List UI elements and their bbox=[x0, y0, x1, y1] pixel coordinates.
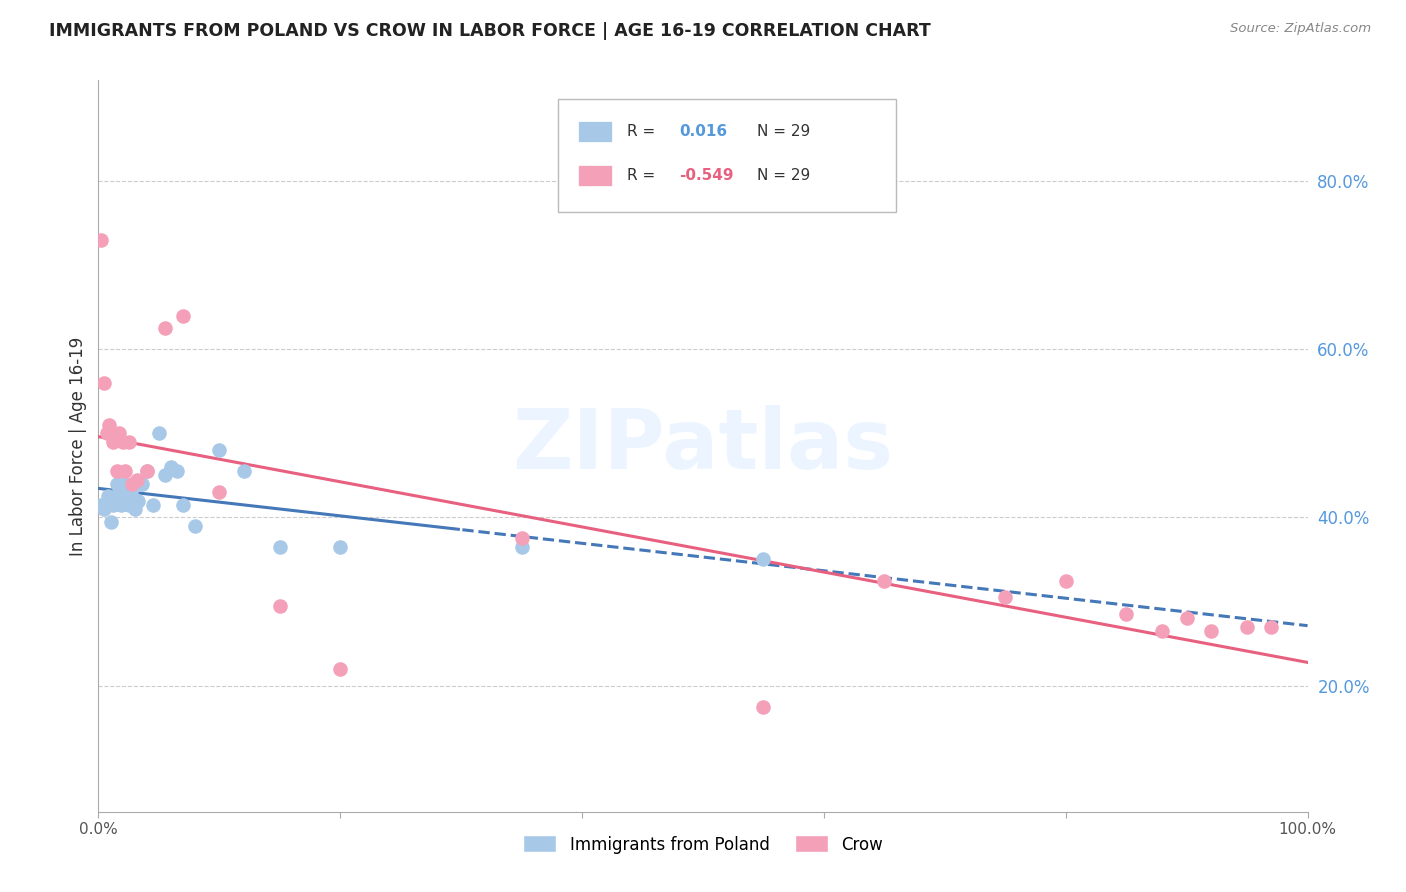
Legend: Immigrants from Poland, Crow: Immigrants from Poland, Crow bbox=[515, 827, 891, 862]
Text: N = 29: N = 29 bbox=[758, 124, 811, 139]
Point bbox=[100, 515, 122, 529]
FancyBboxPatch shape bbox=[558, 99, 897, 212]
Point bbox=[1115, 607, 1137, 622]
Point bbox=[752, 699, 775, 714]
Point bbox=[1175, 611, 1198, 625]
Point bbox=[135, 464, 157, 478]
Bar bbox=[578, 165, 613, 186]
Point bbox=[115, 493, 138, 508]
Point bbox=[142, 498, 165, 512]
Point bbox=[329, 540, 352, 554]
Point bbox=[108, 485, 131, 500]
Point bbox=[118, 498, 141, 512]
Point bbox=[118, 434, 141, 449]
Point bbox=[208, 443, 231, 458]
Point bbox=[329, 662, 352, 676]
Point bbox=[121, 476, 143, 491]
Point bbox=[166, 464, 188, 478]
Point bbox=[1152, 624, 1174, 638]
Text: Source: ZipAtlas.com: Source: ZipAtlas.com bbox=[1230, 22, 1371, 36]
Point bbox=[101, 498, 124, 512]
Point bbox=[135, 464, 157, 478]
Point bbox=[752, 552, 775, 566]
Point bbox=[98, 417, 121, 432]
Point bbox=[510, 532, 533, 546]
Point bbox=[232, 464, 254, 478]
Text: IMMIGRANTS FROM POLAND VS CROW IN LABOR FORCE | AGE 16-19 CORRELATION CHART: IMMIGRANTS FROM POLAND VS CROW IN LABOR … bbox=[49, 22, 931, 40]
Point bbox=[110, 498, 132, 512]
Point bbox=[160, 460, 183, 475]
Point bbox=[124, 502, 146, 516]
Point bbox=[269, 540, 291, 554]
Text: R =: R = bbox=[627, 168, 659, 183]
Point bbox=[112, 476, 135, 491]
Point bbox=[111, 434, 134, 449]
Point bbox=[208, 485, 231, 500]
Point bbox=[96, 426, 118, 441]
Point bbox=[93, 376, 115, 390]
Point bbox=[93, 502, 115, 516]
Point bbox=[127, 473, 149, 487]
Point bbox=[1260, 620, 1282, 634]
Point bbox=[127, 493, 149, 508]
Point bbox=[108, 426, 131, 441]
Point bbox=[269, 599, 291, 613]
Point bbox=[131, 476, 153, 491]
Text: -0.549: -0.549 bbox=[679, 168, 734, 183]
Text: 0.016: 0.016 bbox=[679, 124, 727, 139]
Text: N = 29: N = 29 bbox=[758, 168, 811, 183]
Point bbox=[1236, 620, 1258, 634]
Point bbox=[172, 498, 194, 512]
Point bbox=[97, 490, 120, 504]
Point bbox=[153, 321, 176, 335]
Point bbox=[101, 434, 124, 449]
Point bbox=[148, 426, 170, 441]
Point bbox=[90, 498, 112, 512]
Y-axis label: In Labor Force | Age 16-19: In Labor Force | Age 16-19 bbox=[69, 336, 87, 556]
Point bbox=[90, 233, 112, 247]
Point bbox=[873, 574, 896, 588]
Point bbox=[114, 464, 136, 478]
Point bbox=[1199, 624, 1222, 638]
Point bbox=[510, 540, 533, 554]
Point bbox=[105, 476, 128, 491]
Point bbox=[184, 519, 207, 533]
Point bbox=[1054, 574, 1077, 588]
Point bbox=[153, 468, 176, 483]
Text: ZIPatlas: ZIPatlas bbox=[513, 406, 893, 486]
Text: R =: R = bbox=[627, 124, 659, 139]
Point bbox=[172, 309, 194, 323]
Point bbox=[120, 485, 142, 500]
Point bbox=[105, 464, 128, 478]
Point bbox=[994, 591, 1017, 605]
Bar bbox=[578, 121, 613, 142]
